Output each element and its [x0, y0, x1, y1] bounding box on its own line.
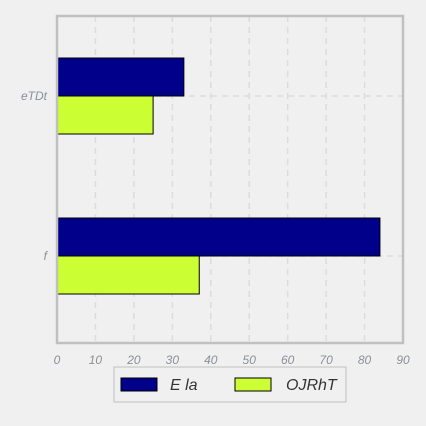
legend: E la OJRhT: [113, 366, 347, 403]
bar-ojrht-etdt: [56, 95, 154, 135]
legend-swatch: [120, 377, 158, 392]
y-axis-ticks: eTDt f: [21, 89, 49, 263]
x-tick-label: 0: [54, 353, 61, 367]
legend-swatch: [234, 377, 272, 392]
x-tick-label: 10: [89, 353, 103, 367]
x-axis-ticks: 0 10 20 30 40 50 60 70 80 90: [54, 353, 410, 367]
x-tick-label: 40: [204, 353, 218, 367]
y-tick-label: eTDt: [21, 89, 48, 103]
legend-label: OJRhT: [286, 377, 338, 394]
bars: [56, 57, 381, 295]
bar-e-la-etdt: [56, 57, 185, 97]
bar-ojrht-f: [56, 255, 200, 295]
plot-frame: [55, 14, 405, 345]
x-tick-label: 70: [319, 353, 333, 367]
x-tick-label: 90: [396, 353, 410, 367]
x-tick-label: 50: [243, 353, 257, 367]
legend-label: E la: [170, 377, 198, 394]
y-tick-label: f: [44, 249, 49, 263]
x-tick-label: 60: [281, 353, 295, 367]
bar-e-la-f: [56, 217, 381, 257]
x-tick-label: 20: [126, 353, 141, 367]
x-tick-label: 80: [358, 353, 372, 367]
x-tick-label: 30: [166, 353, 180, 367]
